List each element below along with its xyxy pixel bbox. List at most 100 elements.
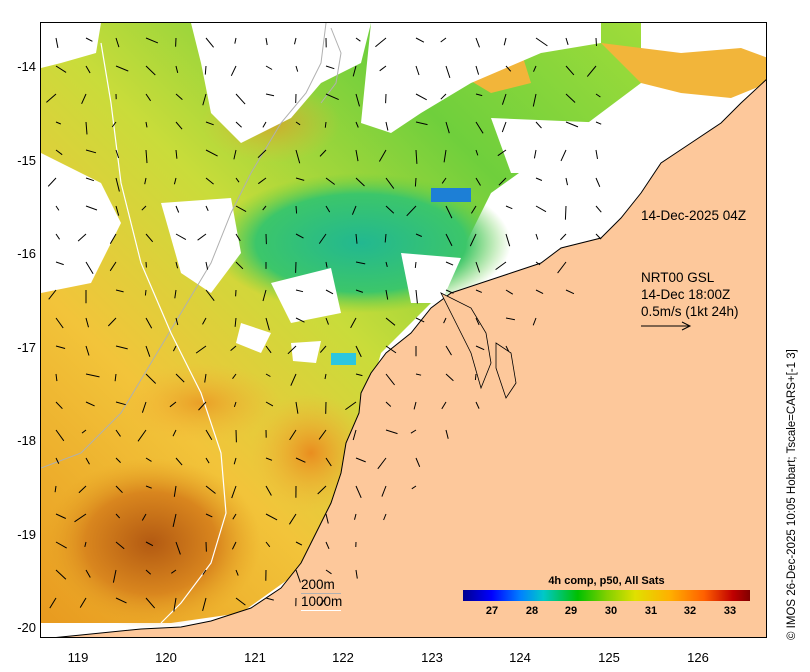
current-vector: [557, 261, 567, 274]
current-vector: [235, 121, 242, 128]
isobath-200m-label: 200m: [301, 577, 335, 592]
timestamp-label: 14-Dec-2025 04Z: [641, 208, 747, 223]
current-vector: [145, 149, 148, 164]
current-vector: [175, 149, 178, 159]
current-vector: [295, 205, 298, 214]
current-vector: [172, 513, 177, 528]
current-vector: [595, 121, 602, 125]
colorbar-tick: 27: [485, 605, 499, 617]
current-vector: [505, 289, 514, 295]
current-vector: [85, 149, 97, 154]
current-vector: [505, 317, 515, 321]
current-vector: [49, 597, 57, 609]
current-vector: [233, 401, 237, 408]
current-vector: [381, 485, 387, 497]
current-vector: [55, 205, 60, 211]
current-vector: [115, 205, 120, 216]
current-vector: [55, 373, 58, 382]
current-vector: [325, 317, 329, 325]
current-vector: [265, 93, 275, 97]
current-vector: [345, 401, 357, 411]
current-vector: [501, 121, 507, 133]
current-vector: [175, 205, 180, 213]
current-vector: [385, 289, 389, 300]
current-vector: [595, 205, 602, 213]
current-vector: [265, 37, 268, 46]
current-vector: [265, 457, 273, 461]
current-vector: [85, 65, 91, 74]
current-vector: [202, 569, 207, 575]
current-vector: [325, 261, 328, 268]
current-vector: [475, 37, 480, 48]
current-vector: [202, 597, 207, 612]
current-vector: [445, 429, 449, 439]
current-vector: [115, 429, 121, 437]
current-vector: [265, 65, 273, 70]
current-vector: [235, 205, 247, 213]
current-vector: [385, 317, 396, 326]
current-vector: [85, 317, 89, 328]
current-vector: [443, 317, 447, 324]
current-vector: [145, 485, 152, 489]
current-vector: [48, 289, 57, 300]
y-tick-label: -20: [17, 620, 36, 635]
current-vector: [564, 205, 567, 220]
current-vector: [595, 233, 602, 240]
current-vector: [415, 121, 428, 126]
current-vector: [290, 373, 297, 386]
current-vector: [174, 289, 177, 299]
current-vector: [55, 345, 66, 349]
current-vector: [230, 345, 237, 351]
current-vector: [445, 121, 450, 134]
current-vector: [565, 121, 579, 128]
current-vector: [265, 345, 272, 354]
current-vector: [415, 457, 421, 467]
current-vector: [85, 345, 90, 356]
current-vector: [475, 345, 485, 351]
y-tick-label: -17: [17, 340, 36, 355]
current-vector: [85, 205, 98, 211]
current-vector: [411, 485, 417, 490]
current-vector: [145, 457, 152, 462]
current-vector: [175, 93, 183, 100]
current-vector: [115, 149, 120, 159]
current-vector: [145, 345, 151, 357]
current-scale-label: 0.5m/s (1kt 24h): [641, 304, 739, 319]
current-vector: [202, 93, 207, 106]
current-vector: [175, 373, 185, 383]
current-vector: [475, 317, 480, 326]
current-vector: [235, 597, 246, 606]
current-vector: [258, 177, 267, 185]
current-vector: [535, 233, 539, 240]
current-vector: [55, 65, 67, 73]
current-vector: [355, 93, 360, 107]
current-vector: [85, 177, 95, 182]
current-vector: [535, 261, 541, 266]
current-vector: [295, 149, 301, 164]
current-vector: [325, 289, 334, 295]
current-vector: [354, 513, 357, 520]
current-vector: [325, 513, 329, 524]
current-vector: [355, 121, 359, 128]
current-vector: [202, 317, 207, 325]
current-vector: [378, 149, 387, 162]
current-vector: [295, 457, 306, 463]
current-vector: [145, 65, 156, 76]
current-vector: [295, 541, 303, 546]
current-vector: [565, 65, 575, 76]
current-vector: [205, 149, 218, 157]
current-vector: [295, 569, 301, 583]
current-vector: [197, 233, 207, 241]
current-vector: [145, 93, 152, 102]
current-vector: [355, 569, 358, 579]
current-vector: [385, 373, 395, 386]
current-vector: [85, 261, 94, 275]
current-vector: [498, 177, 507, 186]
colorbar: [463, 590, 750, 601]
current-vector: [533, 149, 537, 159]
current-vector: [295, 65, 299, 72]
current-vector: [377, 457, 387, 470]
current-vector: [445, 205, 453, 219]
current-vector: [535, 205, 547, 213]
current-vector: [385, 429, 398, 435]
